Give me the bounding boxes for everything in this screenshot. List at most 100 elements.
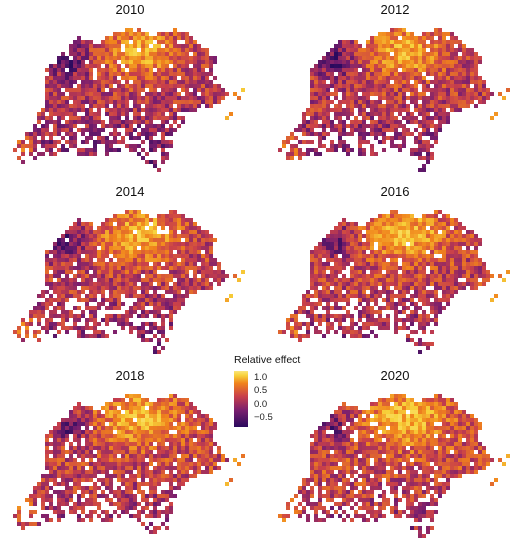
map-cell bbox=[193, 278, 197, 282]
map-cell bbox=[97, 64, 101, 68]
map-cell bbox=[330, 274, 334, 278]
map-cell bbox=[169, 222, 173, 226]
map-cell bbox=[382, 234, 386, 238]
map-cell bbox=[346, 68, 350, 72]
map-cell bbox=[153, 466, 157, 470]
map-cell bbox=[129, 32, 133, 36]
map-cell bbox=[438, 108, 442, 112]
map-cell bbox=[410, 100, 414, 104]
map-cell bbox=[197, 278, 201, 282]
map-cell bbox=[350, 274, 354, 278]
map-cell bbox=[382, 132, 386, 136]
map-cell bbox=[81, 330, 85, 334]
map-cell bbox=[422, 156, 426, 160]
map-cell bbox=[354, 40, 358, 44]
map-cell bbox=[53, 124, 57, 128]
map-cell bbox=[418, 254, 422, 258]
map-cell bbox=[185, 266, 189, 270]
map-cell bbox=[101, 254, 105, 258]
map-cell bbox=[165, 282, 169, 286]
map-cell bbox=[45, 282, 49, 286]
map-cell bbox=[49, 64, 53, 68]
map-cell bbox=[418, 104, 422, 108]
map-cell bbox=[29, 132, 33, 136]
map-cell bbox=[330, 314, 334, 318]
map-cell bbox=[173, 92, 177, 96]
map-cell bbox=[418, 144, 422, 148]
map-cell bbox=[474, 274, 478, 278]
map-cell bbox=[153, 160, 157, 164]
map-cell bbox=[165, 152, 169, 156]
map-cell bbox=[153, 294, 157, 298]
map-cell bbox=[458, 242, 462, 246]
map-cell bbox=[370, 60, 374, 64]
map-cell bbox=[418, 76, 422, 80]
map-cell bbox=[205, 104, 209, 108]
map-cell bbox=[418, 64, 422, 68]
map-cell bbox=[193, 40, 197, 44]
map-cell bbox=[69, 104, 73, 108]
map-cell bbox=[442, 72, 446, 76]
map-cell bbox=[398, 282, 402, 286]
map-cell bbox=[65, 230, 69, 234]
map-cell bbox=[334, 290, 338, 294]
map-cell bbox=[454, 92, 458, 96]
map-cell bbox=[422, 168, 426, 172]
map-cell bbox=[334, 80, 338, 84]
map-cell bbox=[121, 52, 125, 56]
map-cell bbox=[177, 298, 181, 302]
map-cell bbox=[406, 238, 410, 242]
map-cell bbox=[310, 286, 314, 290]
map-cell bbox=[474, 254, 478, 258]
map-cell bbox=[113, 60, 117, 64]
map-cell bbox=[57, 494, 61, 498]
map-cell bbox=[402, 238, 406, 242]
map-cell bbox=[442, 306, 446, 310]
map-cell bbox=[117, 56, 121, 60]
map-cell bbox=[474, 56, 478, 60]
map-cell bbox=[137, 72, 141, 76]
map-cell bbox=[426, 44, 430, 48]
map-cell bbox=[205, 60, 209, 64]
map-cell bbox=[157, 40, 161, 44]
map-cell bbox=[101, 330, 105, 334]
map-cell bbox=[137, 258, 141, 262]
map-cell bbox=[462, 238, 466, 242]
map-cell bbox=[81, 48, 85, 52]
map-cell bbox=[105, 298, 109, 302]
map-cell bbox=[318, 132, 322, 136]
map-cell bbox=[165, 222, 169, 226]
map-cell bbox=[93, 246, 97, 250]
map-cell bbox=[109, 306, 113, 310]
map-cell bbox=[418, 218, 422, 222]
map-cell bbox=[402, 28, 406, 32]
map-cell bbox=[149, 274, 153, 278]
map-cell bbox=[101, 434, 105, 438]
map-cell bbox=[49, 282, 53, 286]
map-cell bbox=[446, 88, 450, 92]
map-cell bbox=[157, 140, 161, 144]
map-cell bbox=[354, 278, 358, 282]
map-cell bbox=[65, 96, 69, 100]
map-cell bbox=[346, 56, 350, 60]
map-cell bbox=[318, 80, 322, 84]
map-cell bbox=[33, 330, 37, 334]
map-cell bbox=[414, 128, 418, 132]
map-cell bbox=[157, 80, 161, 84]
map-cell bbox=[201, 442, 205, 446]
map-cell bbox=[394, 250, 398, 254]
map-cell bbox=[161, 72, 165, 76]
map-cell bbox=[141, 60, 145, 64]
map-cell bbox=[426, 144, 430, 148]
map-cell bbox=[398, 44, 402, 48]
map-cell bbox=[334, 242, 338, 246]
map-cell bbox=[370, 112, 374, 116]
map-cell bbox=[105, 100, 109, 104]
map-cell bbox=[398, 56, 402, 60]
map-cell bbox=[462, 48, 466, 52]
map-cell bbox=[81, 52, 85, 56]
map-cell bbox=[390, 266, 394, 270]
map-cell bbox=[458, 88, 462, 92]
map-cell bbox=[286, 322, 290, 326]
map-cell bbox=[209, 234, 213, 238]
